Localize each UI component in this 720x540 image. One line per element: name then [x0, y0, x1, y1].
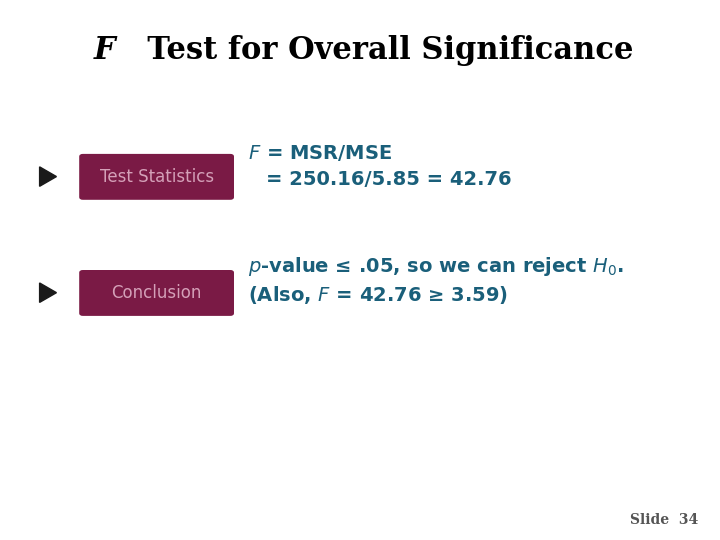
Polygon shape	[40, 167, 56, 186]
Text: = 250.16/5.85 = 42.76: = 250.16/5.85 = 42.76	[266, 170, 512, 189]
Text: Slide  34: Slide 34	[630, 512, 698, 526]
FancyBboxPatch shape	[79, 270, 234, 316]
Polygon shape	[40, 283, 56, 302]
Text: (Also, $\mathit{F}$ = 42.76 ≥ 3.59): (Also, $\mathit{F}$ = 42.76 ≥ 3.59)	[248, 284, 508, 306]
FancyBboxPatch shape	[79, 154, 234, 200]
Text: F: F	[94, 35, 115, 66]
Text: $\mathit{p}$-value ≤ .05, so we can reject $\mathit{H}$$_0$.: $\mathit{p}$-value ≤ .05, so we can reje…	[248, 255, 624, 279]
Text: Conclusion: Conclusion	[112, 284, 202, 302]
Text: Test Statistics: Test Statistics	[99, 168, 214, 186]
Text: $\mathit{F}$ = MSR/MSE: $\mathit{F}$ = MSR/MSE	[248, 143, 392, 163]
Text: Test for Overall Significance: Test for Overall Significance	[126, 35, 634, 66]
